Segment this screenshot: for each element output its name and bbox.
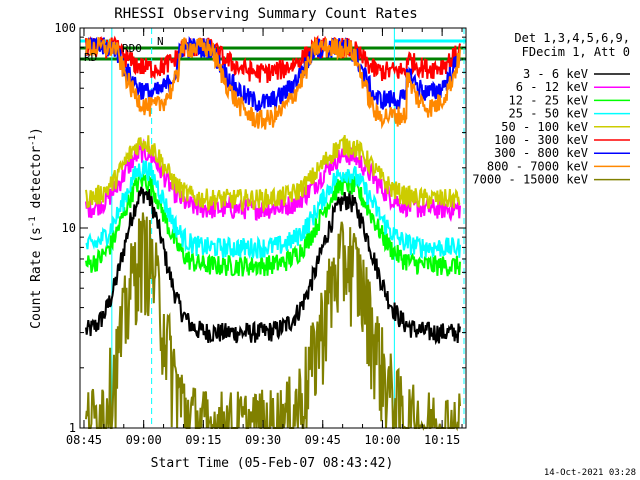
series-line (85, 186, 461, 346)
y-axis-label-part2: detector (29, 146, 44, 217)
x-tick-label: 09:15 (185, 433, 221, 447)
legend-entry-label: 50 - 100 keV (501, 120, 588, 134)
legend-entry-label: 100 - 300 keV (494, 133, 588, 147)
series-line (85, 34, 461, 83)
x-tick-label: 09:45 (305, 433, 341, 447)
y-axis-label-sup2: -1 (28, 135, 38, 146)
series-line (85, 212, 461, 432)
legend-entry-label: 25 - 50 keV (509, 107, 588, 121)
series-line (85, 36, 461, 130)
legend-header-line2: FDecim 1, Att 0 (522, 45, 630, 59)
plot-area: RD0 RD N (80, 28, 466, 432)
legend-entry-label: 12 - 25 keV (509, 93, 588, 107)
x-tick-label: 09:30 (245, 433, 281, 447)
x-axis-label: Start Time (05-Feb-07 08:43:42) (151, 456, 394, 471)
x-tick-label: 08:45 (66, 433, 102, 447)
night-flag-label: N (157, 35, 164, 48)
legend-entry-label: 7000 - 15000 keV (472, 173, 588, 187)
series-line (85, 135, 461, 213)
rd0-flag-label: RD0 (122, 42, 142, 55)
y-axis-label-part3: ) (29, 127, 44, 135)
legend-entry-label: 300 - 800 keV (494, 146, 588, 160)
legend-header-line1: Det 1,3,4,5,6,9, (514, 31, 630, 45)
x-tick-label: 09:00 (126, 433, 162, 447)
footer-date: 14-Oct-2021 03:28 (544, 468, 636, 478)
series-line (85, 160, 461, 260)
legend-entry-label: 6 - 12 keV (516, 80, 588, 94)
axis-ticks: 08:45 09:00 09:15 09:30 09:45 10:00 10:15 1 10 10… (54, 21, 466, 447)
series-line (85, 35, 461, 113)
y-tick-label: 10 (62, 221, 76, 235)
series-line (85, 172, 461, 277)
x-tick-label: 10:15 (424, 433, 460, 447)
legend-entry-label: 800 - 7000 keV (487, 159, 588, 173)
y-tick-label: 1 (69, 421, 76, 435)
x-tick-label: 10:00 (364, 433, 400, 447)
y-axis-label: Count Rate (s-1 detector-1) (28, 127, 44, 329)
legend-entry-label: 3 - 6 keV (523, 67, 588, 81)
y-axis-label-part1: Count Rate (s (29, 227, 44, 329)
y-tick-label: 100 (54, 21, 76, 35)
chart-title: RHESSI Observing Summary Count Rates (114, 6, 417, 22)
rd-flag-label: RD (84, 51, 97, 64)
y-axis-label-sup1: -1 (28, 216, 38, 227)
